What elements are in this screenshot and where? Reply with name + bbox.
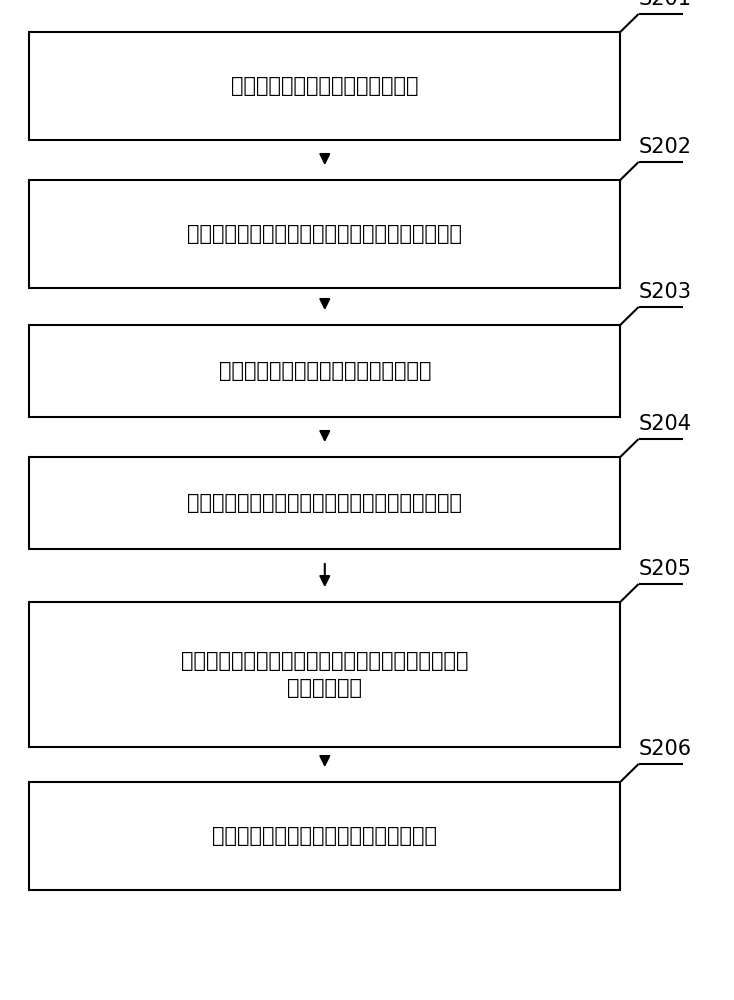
Text: 光纤嵌入到矩形槽中，并使光纤和光波导精确对准: 光纤嵌入到矩形槽中，并使光纤和光波导精确对准 xyxy=(187,493,462,513)
Text: 采用激光器在制备好的光波导板端面刻写矩形凹槽: 采用激光器在制备好的光波导板端面刻写矩形凹槽 xyxy=(187,224,462,244)
Bar xyxy=(29,32,620,140)
Bar xyxy=(29,602,620,747)
Text: S206: S206 xyxy=(639,739,691,759)
Text: S201: S201 xyxy=(639,0,691,9)
Text: S202: S202 xyxy=(639,137,691,157)
Text: S204: S204 xyxy=(639,414,691,434)
Bar xyxy=(29,325,620,417)
Text: S203: S203 xyxy=(639,282,691,302)
Text: S205: S205 xyxy=(639,559,691,579)
Text: 对于加工完好的矩形凹槽要进一步处理: 对于加工完好的矩形凹槽要进一步处理 xyxy=(219,361,431,381)
Bar xyxy=(29,782,620,890)
Text: 滴加芯层胶到光波导板与光纤间隙中，进行热固化，
达到良好密接: 滴加芯层胶到光波导板与光纤间隙中，进行热固化， 达到良好密接 xyxy=(181,651,468,698)
Text: 滴加包层胶覆盖整个矩形槽，进行热固化: 滴加包层胶覆盖整个矩形槽，进行热固化 xyxy=(212,826,437,846)
Bar xyxy=(29,457,620,549)
Text: 制备含光波导传输层的印制电路板: 制备含光波导传输层的印制电路板 xyxy=(231,76,418,96)
Bar xyxy=(29,180,620,288)
